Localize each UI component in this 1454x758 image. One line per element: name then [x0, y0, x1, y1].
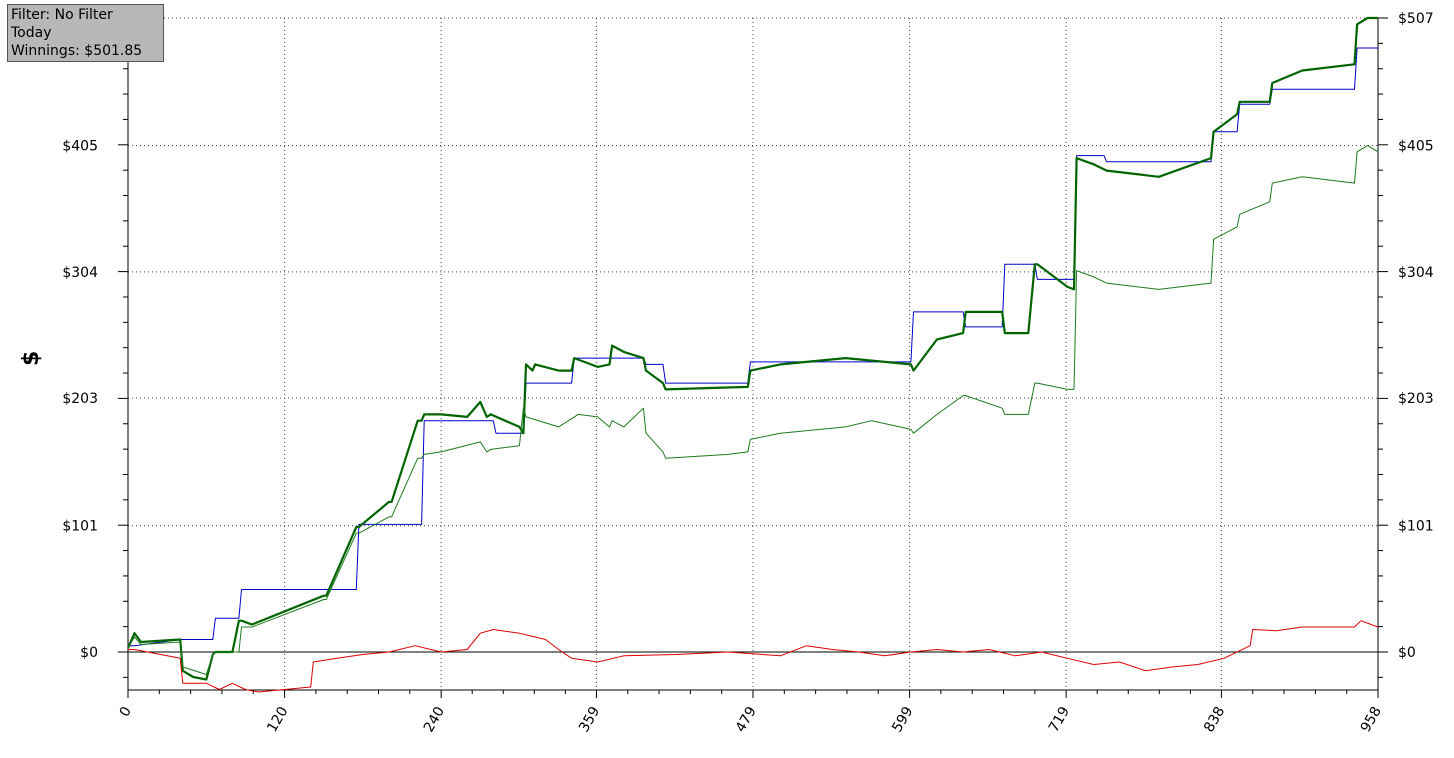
axes: [118, 17, 1388, 698]
tick-labels: $0 $0 $101 $101 $203 $203 $304 $304 $405 $405 $507…: [62, 11, 1433, 735]
x-tick-label: 838: [1201, 704, 1228, 735]
y-tick-label-right: $0: [1398, 645, 1416, 661]
y-axis-label: $: [19, 351, 44, 366]
y-tick-label-left: $0: [80, 645, 98, 661]
y-tick-label-right: $101: [1398, 519, 1434, 535]
x-tick-label: 240: [421, 704, 448, 735]
y-tick-label-right: $405: [1398, 139, 1434, 155]
winnings-label: Winnings: $501.85: [11, 43, 143, 59]
series-line: [128, 620, 1379, 693]
y-tick-label-left: $405: [62, 139, 98, 155]
filter-label: Filter: No Filter: [11, 7, 113, 23]
series-line: [126, 16, 1378, 681]
y-tick-label-left: $203: [62, 391, 98, 407]
x-tick-label: 359: [576, 704, 603, 735]
y-tick-label-right: $507: [1398, 11, 1434, 27]
x-tick-label: 599: [889, 704, 916, 735]
x-tick-label: 719: [1046, 704, 1073, 735]
x-tick-label: 120: [264, 704, 291, 735]
period-label: Today: [11, 25, 52, 41]
x-tick-label: 0: [117, 704, 135, 720]
filter-info-box: Filter: No Filter Today Winnings: $501.8…: [7, 4, 164, 62]
series-line: [128, 47, 1378, 647]
y-tick-label-left: $101: [62, 519, 98, 535]
x-tick-label: 479: [733, 704, 760, 735]
x-tick-label: 958: [1358, 704, 1385, 735]
y-tick-label-right: $203: [1398, 391, 1434, 407]
series-line: [127, 145, 1379, 675]
y-tick-label-right: $304: [1398, 265, 1434, 281]
grid-lines: [128, 17, 1378, 690]
series-lines: [126, 16, 1379, 693]
y-tick-label-left: $304: [62, 265, 98, 281]
